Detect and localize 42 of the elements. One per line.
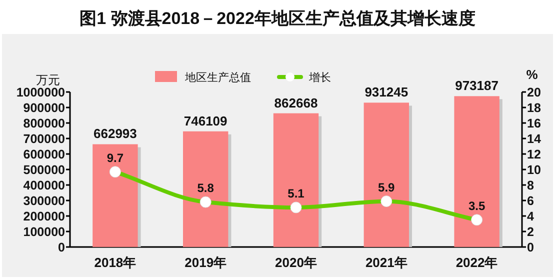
legend-label: 增长	[308, 71, 331, 84]
data-label: 5.8	[197, 181, 214, 196]
y2-tick-label: 16	[527, 116, 541, 130]
x-tick-label: 2020年	[275, 255, 317, 270]
y2-tick-label: 8	[527, 178, 534, 192]
data-label: 3.5	[468, 198, 486, 213]
y-tick-label: 900000	[23, 101, 66, 115]
data-label: 5.9	[378, 180, 396, 194]
data-label: 5.1	[288, 186, 305, 200]
y-tick-label: 600000	[23, 148, 66, 162]
y2-tick-label: 2	[527, 225, 534, 239]
y2-tick-label: 6	[527, 194, 534, 208]
x-tick-label: 2018年	[94, 255, 136, 270]
y-axis-title: 万元	[36, 73, 60, 87]
y2-tick-label: 4	[527, 210, 534, 224]
x-tick-label: 2022年	[456, 255, 498, 270]
data-label: 662993	[94, 126, 137, 142]
chart-title: 图1 弥渡县2018－2022年地区生产总值及其增长速度	[80, 9, 476, 28]
y2-tick-label: 12	[527, 148, 541, 162]
y2-tick-label: 14	[527, 132, 541, 146]
y-tick-label: 400000	[23, 178, 66, 192]
data-label: 862668	[274, 95, 318, 110]
data-label: 973187	[455, 78, 498, 94]
data-label: 931245	[364, 84, 408, 100]
y-tick-label: 500000	[23, 163, 66, 177]
data-label: 746109	[184, 113, 228, 128]
y-tick-label: 700000	[23, 132, 66, 146]
data-label: 9.7	[106, 150, 124, 165]
y2-tick-label: 10	[527, 163, 541, 177]
y2-tick-label: 0	[527, 240, 534, 254]
y-tick-label: 200000	[23, 210, 66, 224]
y-tick-label: 800000	[23, 116, 66, 130]
y-tick-label: 0	[58, 240, 66, 254]
y-tick-label: 300000	[23, 194, 66, 208]
legend-label: 地区生产总值	[184, 71, 251, 84]
y-tick-label: 1000000	[16, 86, 66, 100]
x-tick-label: 2021年	[365, 255, 408, 270]
y-tick-label: 100000	[23, 225, 66, 239]
y2-axis-title: %	[526, 67, 538, 82]
y2-tick-label: 20	[527, 86, 541, 100]
y2-tick-label: 18	[527, 101, 541, 115]
x-tick-label: 2019年	[184, 255, 227, 270]
